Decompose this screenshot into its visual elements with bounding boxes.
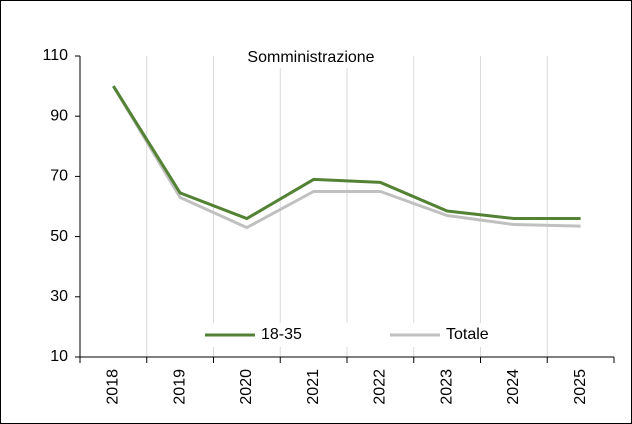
x-tick-label: 2024: [505, 369, 522, 405]
x-tick-label: 2022: [372, 369, 389, 405]
y-tick-label: 10: [50, 348, 68, 365]
series-line: [112, 85, 581, 221]
y-tick-label: 50: [50, 228, 68, 245]
legend-label: 18-35: [261, 326, 302, 343]
title-background: [239, 47, 383, 69]
y-tick-label: 70: [50, 168, 68, 185]
x-tick-label: 2020: [238, 369, 255, 405]
legend-label: Totale: [446, 326, 489, 343]
y-tick-label: 110: [42, 47, 68, 64]
x-tick-label: 2018: [105, 369, 122, 405]
x-tick-label: 2019: [171, 369, 188, 405]
x-tick-label: 2021: [305, 369, 322, 405]
chart-title: Somministrazione: [247, 49, 374, 66]
x-tick-label: 2023: [438, 369, 455, 405]
y-tick-label: 90: [50, 107, 68, 124]
y-tick-label: 30: [50, 288, 68, 305]
series-line: [112, 85, 581, 230]
x-tick-label: 2025: [572, 369, 589, 405]
